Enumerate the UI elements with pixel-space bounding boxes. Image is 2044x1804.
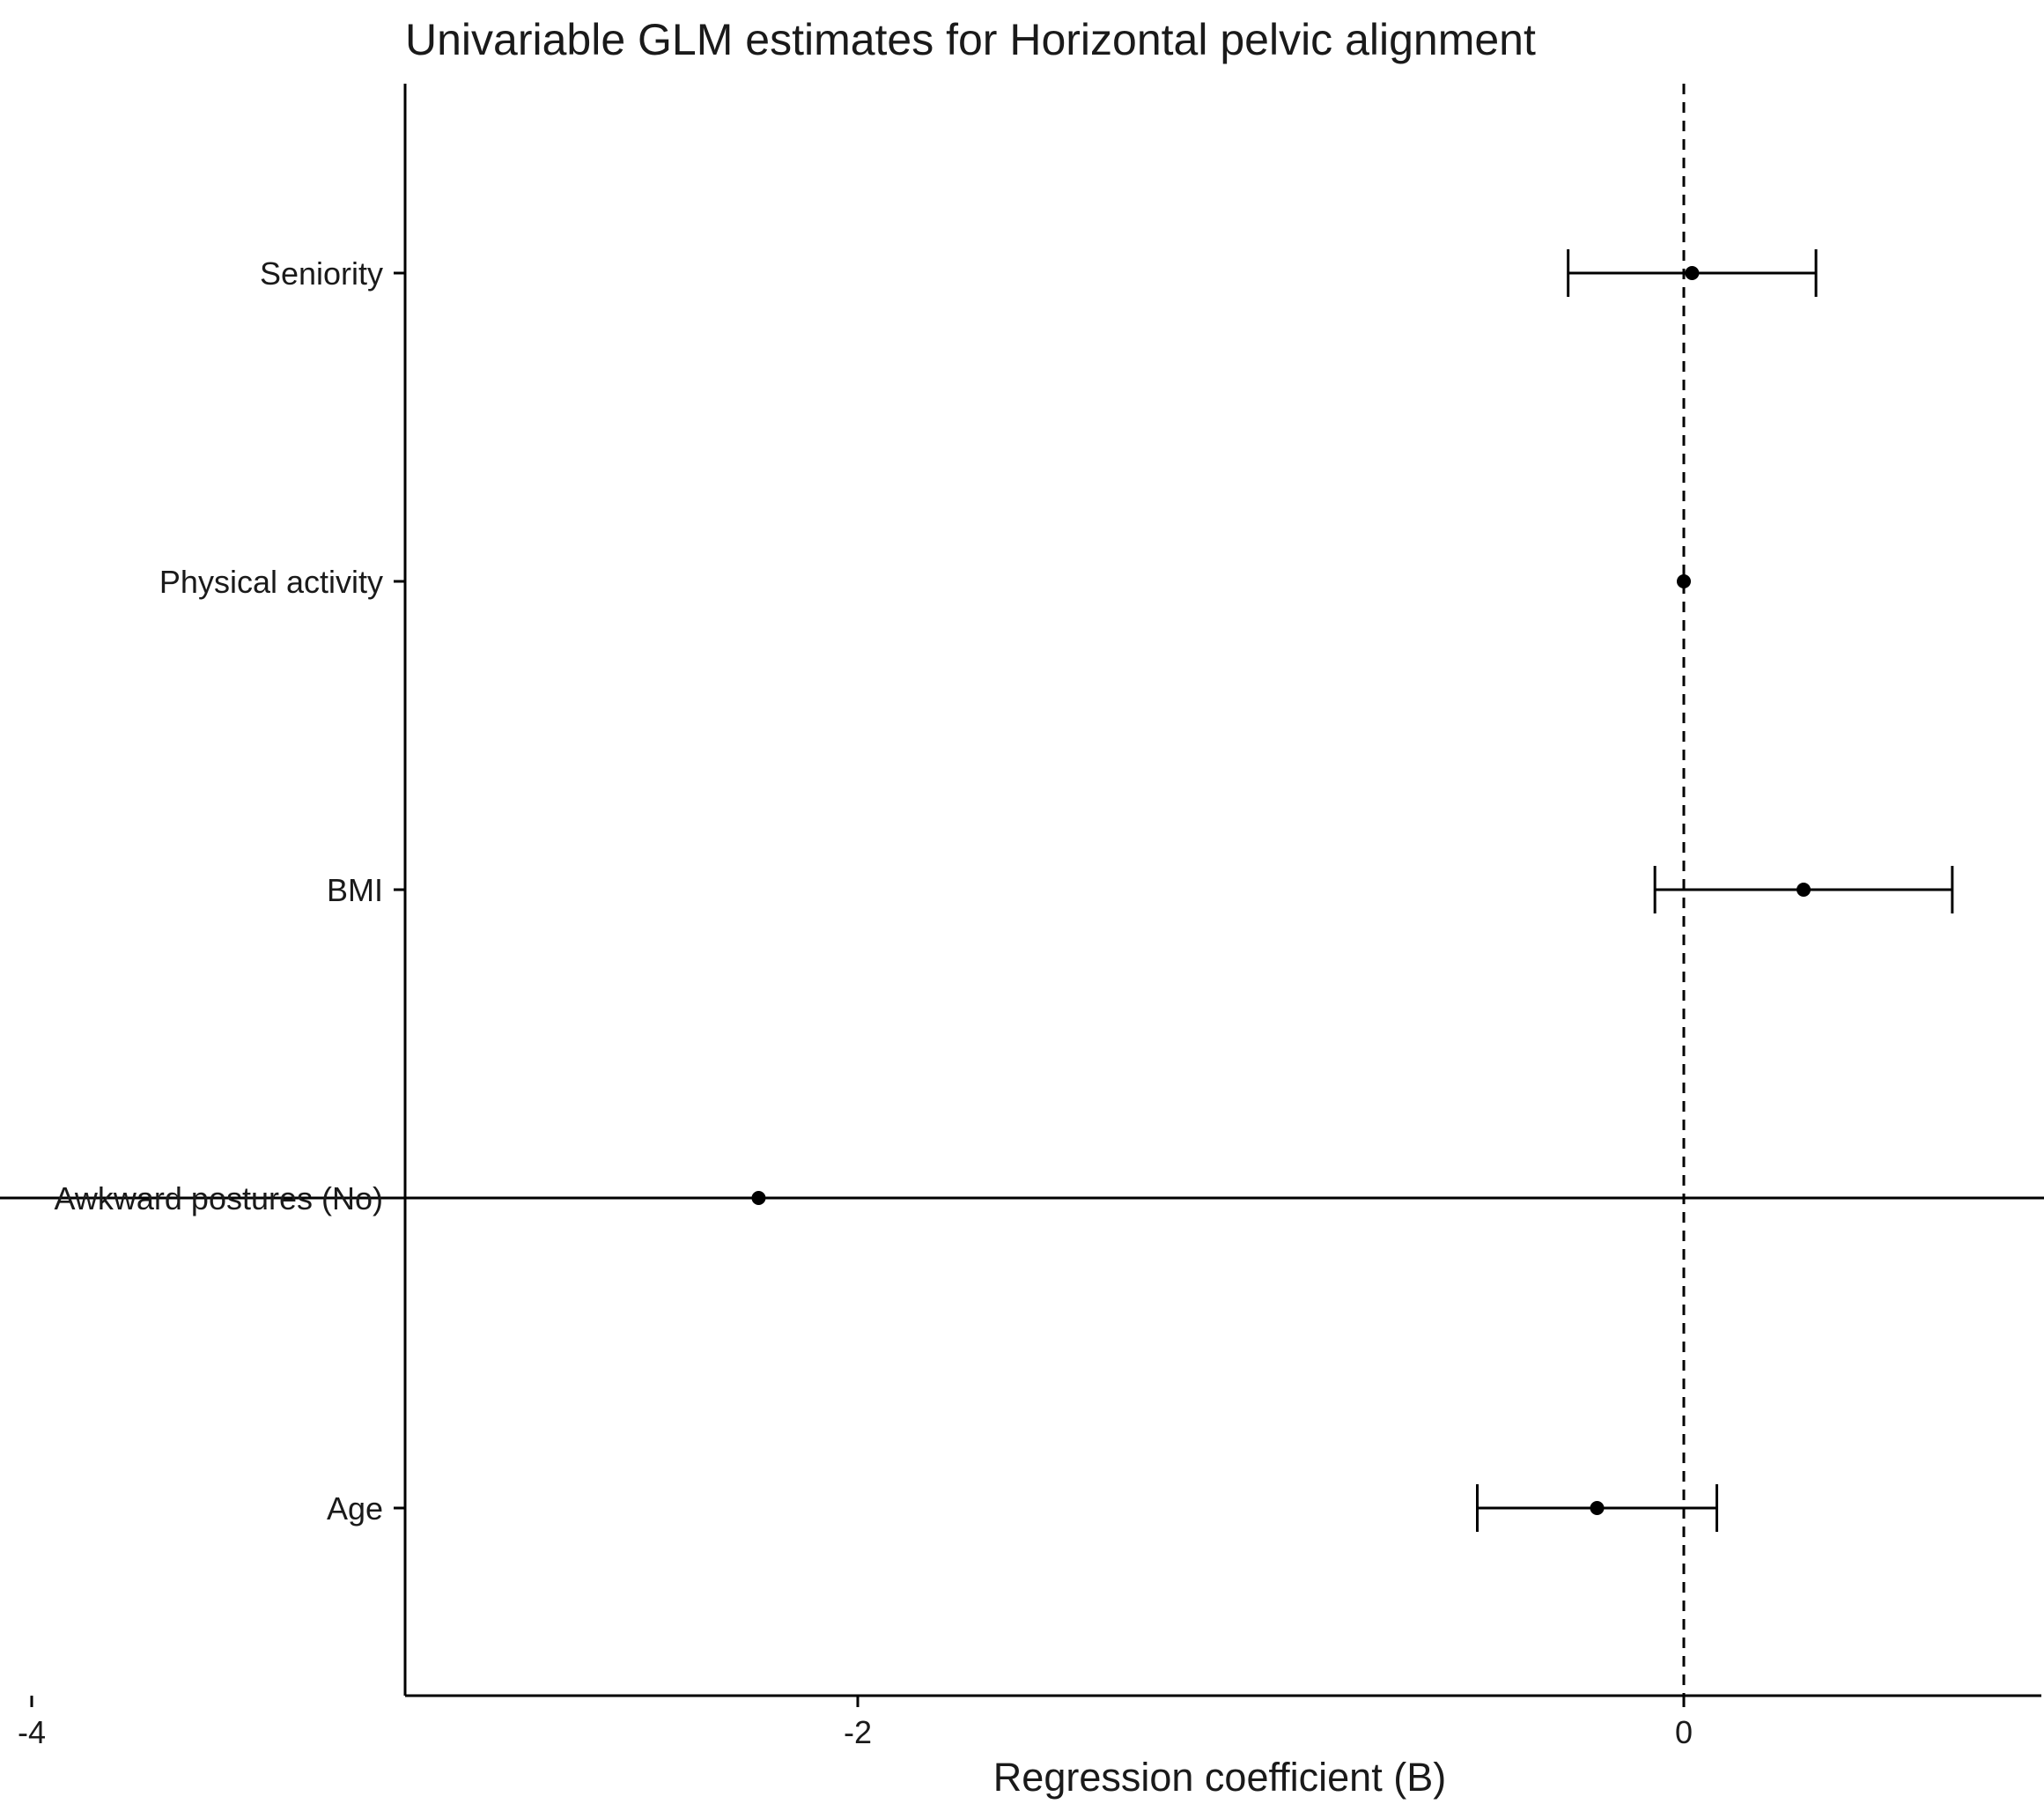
y-tick-label: Age: [327, 1490, 383, 1527]
y-tick-label: Awkward postures (No): [55, 1180, 383, 1216]
y-tick-label: BMI: [327, 872, 383, 908]
point-estimate: [1797, 883, 1812, 897]
category-axis-group: Seniority Physical activity BMI Awkward pos…: [55, 255, 405, 1527]
chart-title: Univariable GLM estimates for Horizontal…: [405, 15, 1536, 64]
point-estimate: [1590, 1501, 1605, 1515]
x-axis-ticks-group: -6-4-20: [18, 1696, 1693, 1750]
estimates-group: [0, 249, 2044, 1532]
x-tick-label: -4: [18, 1714, 46, 1750]
x-tick-label: 0: [1675, 1714, 1693, 1750]
estimate-row-age: [1476, 1484, 1719, 1532]
x-tick-label: -2: [844, 1714, 872, 1750]
estimate-row-bmi: [1653, 866, 1954, 913]
x-axis-title: Regression coefficient (B): [993, 1755, 1446, 1800]
estimate-row-physical-activity: [1677, 574, 1691, 588]
point-estimate: [751, 1191, 766, 1205]
y-tick-label: Seniority: [260, 255, 383, 292]
y-tick-label: Physical activity: [159, 564, 383, 600]
point-estimate: [1685, 266, 1700, 280]
point-estimate: [1677, 574, 1691, 588]
estimate-row-awkward-postures-no: [0, 1191, 2044, 1205]
estimate-row-seniority: [1567, 249, 1818, 297]
